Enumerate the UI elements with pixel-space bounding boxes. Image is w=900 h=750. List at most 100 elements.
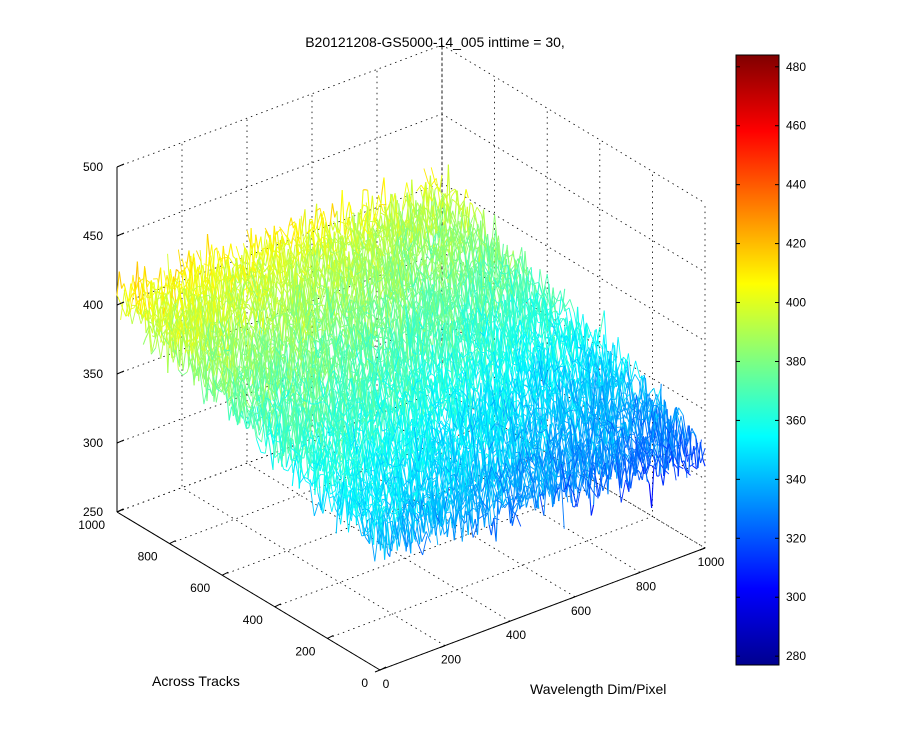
- mesh-segment: [382, 400, 386, 447]
- mesh-segment: [238, 255, 243, 280]
- mesh-segment: [335, 336, 339, 356]
- mesh-segment: [246, 303, 250, 306]
- mesh-segment: [276, 302, 280, 315]
- wavelength-axis-line: [379, 547, 706, 671]
- mesh-segment: [313, 502, 320, 517]
- mesh-segment: [406, 192, 411, 236]
- mesh-segment: [456, 205, 460, 238]
- mesh-segment: [334, 371, 338, 376]
- mesh-segment: [561, 288, 566, 309]
- mesh-segment: [408, 272, 412, 293]
- mesh-segment: [287, 463, 293, 472]
- mesh-segment: [442, 403, 447, 411]
- mesh-segment: [203, 279, 208, 287]
- mesh-segment: [312, 342, 316, 356]
- mesh-segment: [320, 473, 326, 476]
- mesh-segment: [467, 202, 471, 231]
- mesh-segment: [471, 372, 475, 389]
- mesh-segment: [511, 515, 516, 526]
- mesh-segment: [412, 365, 416, 374]
- mesh-segment: [121, 283, 125, 289]
- mesh-segment: [226, 355, 231, 398]
- mesh-segment: [435, 409, 440, 430]
- mesh-segment: [293, 373, 298, 386]
- mesh-segment: [313, 203, 318, 230]
- mesh-segment: [142, 338, 147, 345]
- mesh-segment: [569, 321, 573, 359]
- mesh-segment: [427, 338, 431, 370]
- mesh-segment: [219, 375, 224, 387]
- mesh-segment: [316, 203, 320, 263]
- mesh-segment: [180, 337, 184, 371]
- mesh-segment: [224, 310, 228, 351]
- mesh-segment: [157, 267, 162, 284]
- mesh-segment: [565, 355, 570, 373]
- mesh-segment: [118, 271, 123, 289]
- mesh-segment: [259, 248, 264, 260]
- mesh-segment: [304, 382, 308, 418]
- mesh-segment: [424, 389, 429, 408]
- mesh-segment: [336, 375, 341, 383]
- mesh-segment: [116, 271, 120, 296]
- mesh-segment: [348, 360, 352, 396]
- mesh-segment: [544, 293, 548, 300]
- mesh-segment: [601, 334, 605, 362]
- mesh-segment: [175, 268, 179, 272]
- mesh-segment: [590, 504, 595, 516]
- mesh-segment: [250, 228, 254, 270]
- mesh-segment: [369, 259, 373, 285]
- mesh-segment: [333, 231, 338, 256]
- mesh-segment: [346, 201, 350, 213]
- mesh-segment: [529, 314, 533, 340]
- mesh-segment: [328, 450, 333, 461]
- mesh-segment: [515, 299, 520, 325]
- mesh-segment: [288, 217, 292, 227]
- mesh-segment: [349, 393, 353, 427]
- mesh-segment: [202, 335, 207, 351]
- mesh-segment: [572, 367, 577, 379]
- mesh-segment: [341, 256, 345, 309]
- mesh-segment: [433, 195, 438, 206]
- mesh-segment: [343, 392, 348, 407]
- mesh-segment: [559, 308, 563, 315]
- mesh-segment: [212, 337, 217, 362]
- mesh-segment: [637, 469, 641, 474]
- mesh-segment: [145, 326, 150, 334]
- mesh-segment: [381, 177, 385, 196]
- mesh-segment: [346, 296, 351, 317]
- mesh-segment: [190, 255, 194, 288]
- mesh-segment: [455, 273, 460, 282]
- mesh-segment: [396, 416, 400, 451]
- axes: [116, 167, 706, 671]
- mesh-segment: [458, 316, 462, 321]
- mesh-segment: [266, 243, 271, 256]
- mesh-segment: [141, 309, 145, 320]
- mesh-segment: [386, 300, 391, 330]
- mesh-segment: [182, 371, 188, 376]
- mesh-segment: [384, 300, 389, 329]
- mesh-segment: [187, 264, 191, 302]
- mesh-segment: [660, 473, 664, 486]
- mesh-segment: [423, 375, 427, 388]
- mesh-segment: [317, 240, 321, 259]
- mesh-segment: [232, 256, 236, 260]
- mesh-segment: [424, 328, 429, 370]
- mesh-segment: [602, 483, 606, 492]
- mesh-segment: [189, 331, 193, 345]
- mesh-segment: [497, 242, 502, 271]
- mesh-segment: [158, 286, 162, 294]
- mesh-segment: [357, 383, 362, 399]
- mesh-segment: [438, 243, 442, 261]
- mesh-segment: [361, 420, 365, 465]
- mesh-segment: [585, 323, 590, 339]
- mesh-segment: [425, 182, 429, 204]
- mesh-segment: [439, 174, 443, 192]
- mesh-segment: [314, 443, 318, 495]
- mesh-segment: [228, 406, 233, 421]
- mesh-segment: [341, 190, 346, 235]
- mesh-segment: [427, 175, 431, 204]
- mesh-segment: [365, 289, 369, 297]
- mesh-segment: [227, 243, 232, 258]
- mesh-segment: [321, 356, 325, 374]
- mesh-segment: [388, 286, 392, 300]
